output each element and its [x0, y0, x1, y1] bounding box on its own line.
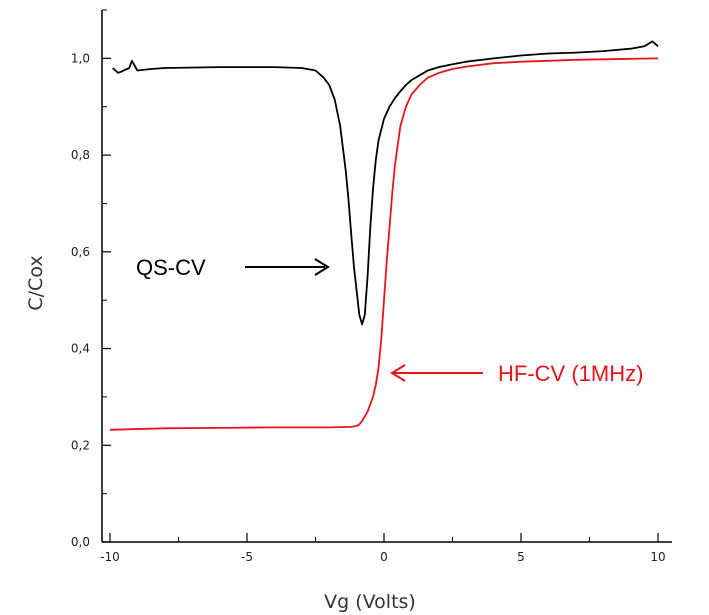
- hf-cv-arrowhead: [390, 364, 406, 382]
- qs-cv-annotation: QS-CV: [136, 255, 330, 280]
- y-tick-label: 1,0: [71, 51, 90, 65]
- x-tick-label: 0: [380, 550, 388, 564]
- y-axis-title: C/Cox: [25, 255, 47, 310]
- y-tick-label: 0,6: [71, 245, 90, 259]
- hf-cv-annotation: HF-CV (1MHz): [390, 361, 643, 386]
- hf-cv-label: HF-CV (1MHz): [498, 361, 643, 386]
- y-tick-label: 0,8: [71, 148, 90, 162]
- x-tick-label: 10: [650, 550, 665, 564]
- y-tick-label: 0,2: [71, 438, 90, 452]
- qs-cv-curve: [112, 40, 659, 326]
- x-tick-label: -5: [241, 550, 253, 564]
- y-tick-label: 0,4: [71, 342, 90, 356]
- x-tick-label: -10: [100, 550, 120, 564]
- qs-cv-label: QS-CV: [136, 255, 206, 280]
- x-tick-label: 5: [517, 550, 525, 564]
- hf-cv-curve: [109, 57, 659, 431]
- y-tick-label: 0,0: [71, 535, 90, 549]
- x-axis-title: Vg (Volts): [324, 591, 416, 613]
- qs-cv-arrowhead: [314, 258, 330, 276]
